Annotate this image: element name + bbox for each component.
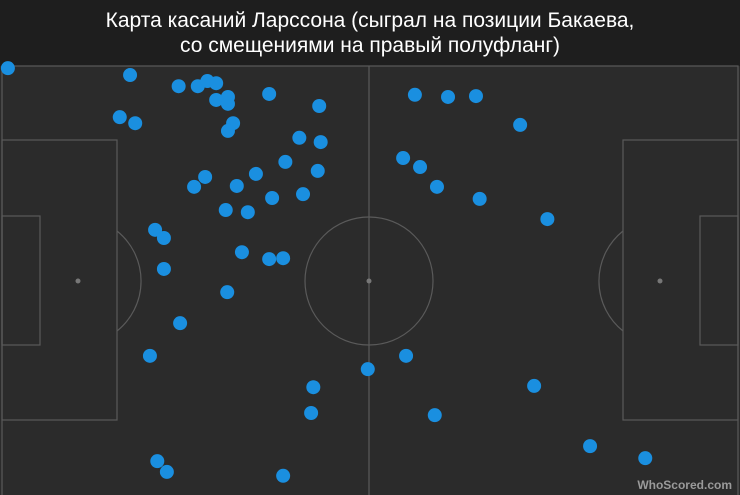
touch-point bbox=[399, 348, 414, 363]
touch-point bbox=[540, 212, 555, 227]
pitch-lines bbox=[1, 65, 739, 495]
touch-point bbox=[262, 86, 277, 101]
penalty-spot bbox=[657, 278, 663, 284]
touch-point bbox=[142, 348, 157, 363]
touch-point bbox=[198, 169, 213, 184]
touch-point bbox=[128, 116, 143, 131]
touch-point bbox=[276, 251, 291, 266]
touches bbox=[0, 61, 653, 483]
touch-point bbox=[148, 222, 163, 237]
touch-point bbox=[306, 380, 321, 395]
touch-point bbox=[156, 261, 171, 276]
touch-point bbox=[441, 89, 456, 104]
goal-box bbox=[699, 215, 739, 346]
touch-point bbox=[427, 408, 442, 423]
touch-point bbox=[276, 468, 291, 483]
touch-point bbox=[313, 135, 328, 150]
touch-point bbox=[173, 316, 188, 331]
touch-point bbox=[278, 154, 293, 169]
touch-point bbox=[472, 191, 487, 206]
penalty-arc bbox=[116, 230, 142, 332]
touch-point bbox=[209, 92, 224, 107]
penalty-spot bbox=[75, 278, 81, 284]
touch-point bbox=[112, 110, 127, 125]
title-bar bbox=[0, 0, 740, 66]
touch-point bbox=[220, 285, 235, 300]
touch-point bbox=[296, 187, 311, 202]
touch-point bbox=[360, 362, 375, 377]
touch-point bbox=[513, 117, 528, 132]
touch-point bbox=[396, 151, 411, 166]
touch-point bbox=[220, 123, 235, 138]
touch-point bbox=[240, 205, 255, 220]
touch-point bbox=[262, 252, 277, 267]
penalty-arc bbox=[598, 230, 624, 332]
touch-point bbox=[0, 61, 15, 76]
touch-point bbox=[292, 130, 307, 145]
chart-title: Карта касаний Ларссона (сыграл на позици… bbox=[106, 9, 635, 32]
touch-point bbox=[265, 191, 280, 206]
touch-point bbox=[248, 166, 263, 181]
watermark: WhoScored.com bbox=[637, 478, 732, 492]
touch-point bbox=[171, 79, 186, 94]
touch-point bbox=[583, 439, 598, 454]
touch-point bbox=[123, 68, 138, 83]
touch-point bbox=[150, 454, 165, 469]
touch-point bbox=[429, 179, 444, 194]
touch-point bbox=[229, 178, 244, 193]
centre-circle bbox=[304, 216, 434, 346]
goal-box bbox=[1, 215, 41, 346]
touch-point bbox=[159, 464, 174, 479]
touch-point bbox=[310, 163, 325, 178]
touch-point bbox=[527, 378, 542, 393]
chart-title: со смещениями на правый полуфланг) bbox=[180, 34, 560, 57]
touch-point bbox=[468, 89, 483, 104]
touch-point bbox=[407, 87, 422, 102]
centre-spot bbox=[366, 278, 372, 284]
touch-point bbox=[413, 160, 428, 175]
touch-point bbox=[187, 179, 202, 194]
touch-point bbox=[156, 231, 171, 245]
touch-point bbox=[220, 96, 235, 111]
touch-point bbox=[209, 76, 224, 91]
touch-point bbox=[234, 245, 249, 260]
touch-point bbox=[312, 98, 327, 113]
touch-point bbox=[218, 203, 233, 218]
touch-point bbox=[638, 451, 653, 466]
touch-point bbox=[304, 406, 319, 421]
